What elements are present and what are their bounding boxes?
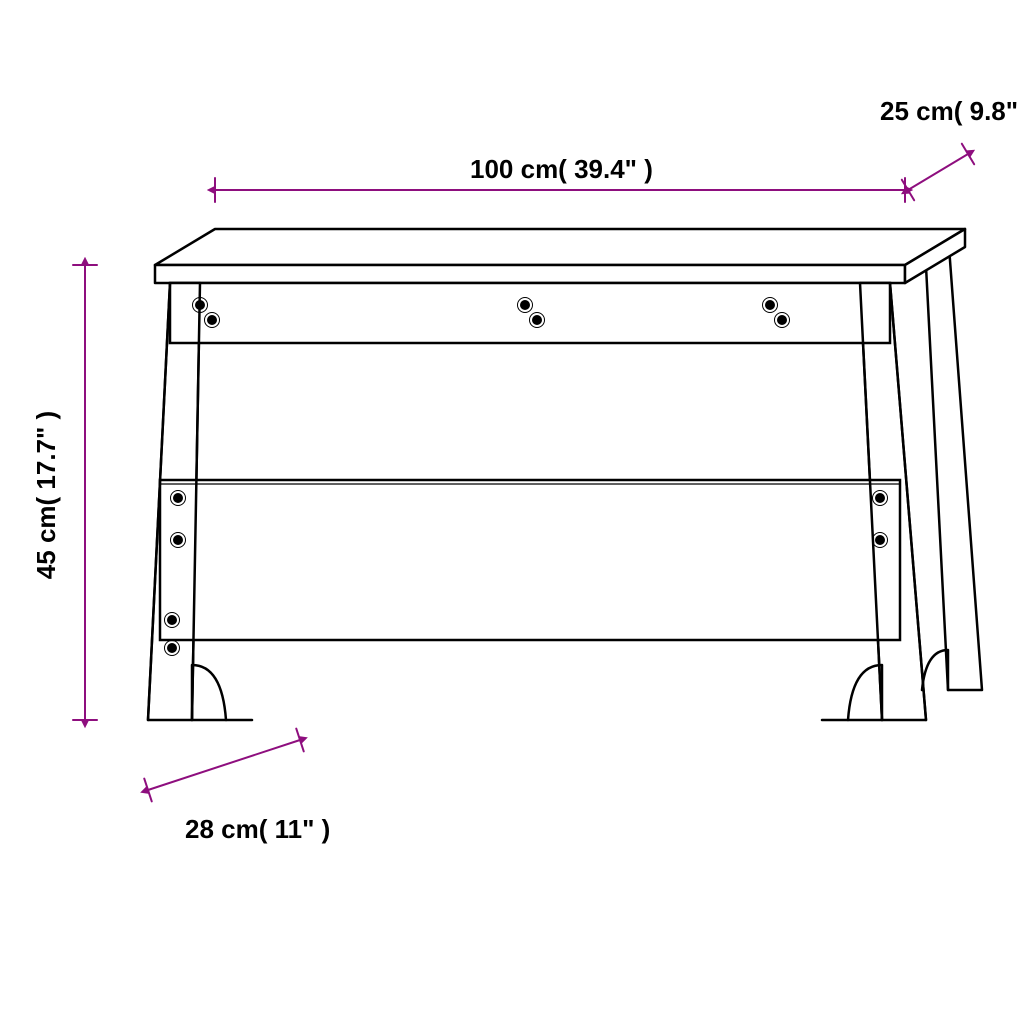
product-drawing	[148, 229, 982, 720]
dim-height-label: 45 cm( 17.7" )	[31, 411, 61, 579]
dim-width-label: 100 cm( 39.4" )	[470, 154, 653, 184]
dim-depth-label: 25 cm( 9.8" )	[880, 96, 1024, 126]
dim-base-label: 28 cm( 11" )	[185, 814, 330, 844]
